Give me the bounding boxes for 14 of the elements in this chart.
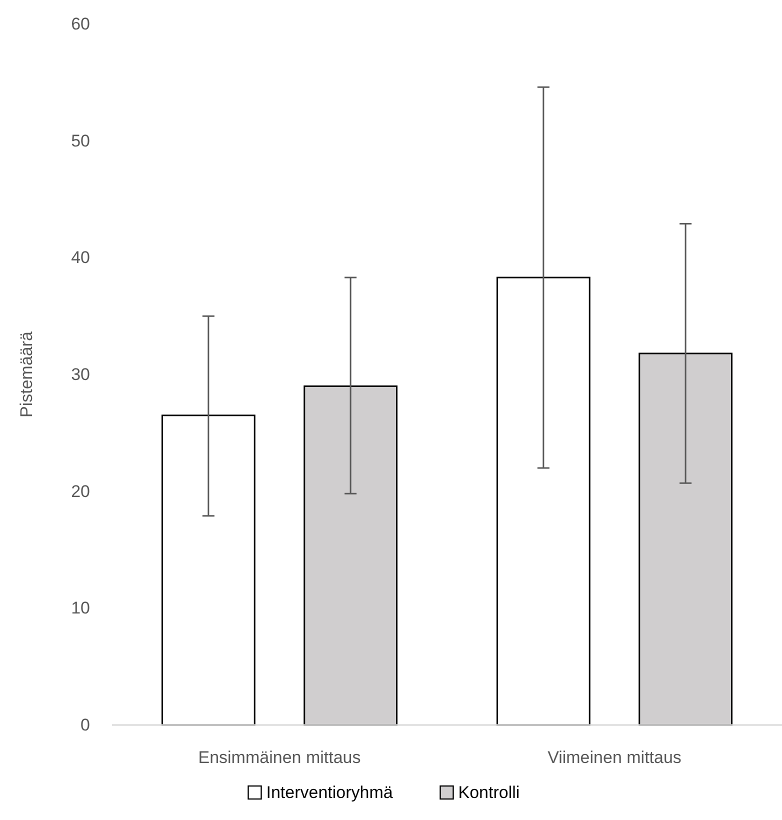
x-tick-label: Ensimmäinen mittaus bbox=[198, 748, 361, 767]
y-tick-label: 10 bbox=[71, 598, 90, 618]
bar bbox=[496, 276, 590, 726]
y-tick-label: 0 bbox=[80, 715, 90, 734]
legend-label: Interventioryhmä bbox=[266, 783, 394, 802]
y-tick-label: 40 bbox=[71, 248, 90, 268]
y-tick-label: 20 bbox=[71, 482, 90, 501]
y-axis-title: Pistemäärä bbox=[17, 330, 36, 418]
y-tick-label: 30 bbox=[71, 364, 90, 384]
y-tick-label: 50 bbox=[71, 131, 90, 150]
bar bbox=[162, 414, 256, 726]
x-tick-label: Viimeinen mittaus bbox=[548, 748, 682, 767]
y-tick-label: 60 bbox=[71, 14, 90, 34]
legend-label: Kontrolli bbox=[458, 783, 520, 802]
